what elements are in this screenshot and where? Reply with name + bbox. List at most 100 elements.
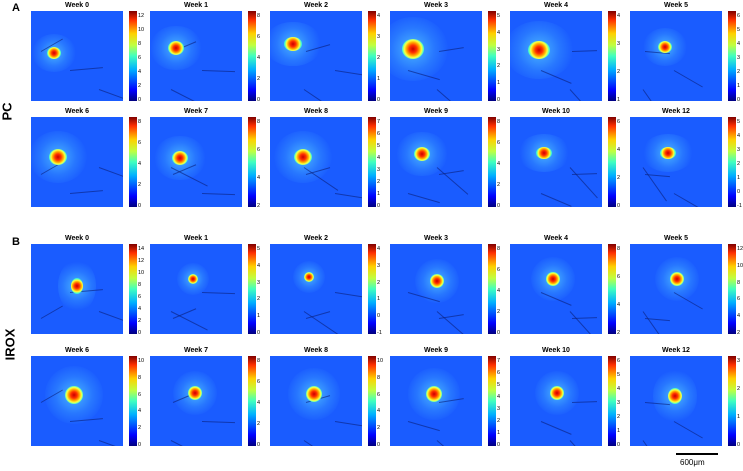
colorbar-tick-label: 2 xyxy=(497,309,501,315)
colorbar-tick-label: 2 xyxy=(138,318,142,324)
vessel-line xyxy=(303,89,339,101)
colorbar-tick-label: 4 xyxy=(257,175,261,181)
colorbar-tick-label: 4 xyxy=(497,394,501,400)
colorbar-tick-label: 6 xyxy=(497,267,501,273)
vessel-line xyxy=(436,440,469,446)
colorbar-tick-label: 6 xyxy=(257,34,261,40)
colorbar-tick-label: 2 xyxy=(617,330,621,336)
colorbar xyxy=(248,356,256,446)
vessel-line xyxy=(201,193,235,196)
heatmap-hotspot xyxy=(304,272,314,282)
heatmap-image xyxy=(31,244,123,334)
vessel-line xyxy=(642,167,667,202)
heatmap-tile: Week 12 3 2 1 0 xyxy=(630,347,743,462)
colorbar-tick-label: 3 xyxy=(737,55,741,61)
heatmap-image xyxy=(630,117,722,207)
heatmap-tile: Week 3 5 4 3 2 1 0 xyxy=(390,2,507,117)
colorbar-tick-label: 8 xyxy=(138,282,142,288)
colorbar-tick-label: 2 xyxy=(737,330,741,336)
heatmap-image xyxy=(270,11,362,101)
colorbar-tick-label: 6 xyxy=(377,391,381,398)
colorbar-tick-label: 2 xyxy=(377,55,381,61)
colorbar-tick-label: 1 xyxy=(377,296,381,303)
tile-title: Week 1 xyxy=(184,2,208,9)
colorbar-tick-label: 6 xyxy=(138,391,142,398)
colorbar-tick-label: 5 xyxy=(377,143,381,149)
vessel-line xyxy=(571,401,598,403)
colorbar-tick-label: 10 xyxy=(138,270,145,276)
colorbar-tick-label: 1 xyxy=(497,430,501,436)
colorbar-ticks: 14 12 10 8 6 4 2 0 xyxy=(138,244,150,336)
colorbar-tick-label: 5 xyxy=(737,27,741,33)
colorbar-tick-label: 2 xyxy=(257,76,261,82)
colorbar-tick-label: 4 xyxy=(377,13,381,19)
colorbar-tick-label: 8 xyxy=(497,246,501,252)
colorbar-ticks: 4 3 2 1 0 xyxy=(377,11,389,103)
colorbar-tick-label: 0 xyxy=(138,97,142,103)
colorbar-tick-label: 12 xyxy=(737,246,743,252)
colorbar-tick-label: 7 xyxy=(377,119,381,125)
colorbar-tick-label: 0 xyxy=(257,442,261,448)
vessel-line xyxy=(407,421,440,432)
colorbar-ticks: 10 8 6 4 2 0 xyxy=(138,356,150,448)
colorbar-tick-label: 4 xyxy=(497,161,501,167)
colorbar xyxy=(129,244,137,334)
colorbar-ticks: 5 4 3 2 1 0 xyxy=(497,11,509,103)
colorbar-tick-label: 5 xyxy=(257,246,261,252)
tile-title: Week 3 xyxy=(424,235,448,242)
tile-title: Week 9 xyxy=(424,347,448,354)
heatmap-image xyxy=(150,244,242,334)
colorbar-ticks: 8 6 4 2 xyxy=(257,117,269,209)
colorbar-tick-label: 5 xyxy=(497,382,501,388)
heatmap-tile: Week 2 4 3 2 1 0 -1 xyxy=(270,235,387,350)
vessel-line xyxy=(673,70,703,88)
colorbar xyxy=(368,356,376,446)
colorbar-tick-label: 4 xyxy=(497,288,501,294)
panel-letter-b: B xyxy=(12,236,20,248)
colorbar-tick-label: 6 xyxy=(138,140,142,146)
colorbar-ticks: 4 3 2 1 0 -1 xyxy=(377,244,389,336)
colorbar-ticks: 8 6 4 2 0 xyxy=(257,356,269,448)
colorbar-tick-label: 2 xyxy=(138,182,142,188)
colorbar-tick-label: 1 xyxy=(737,414,741,420)
colorbar-tick-label: 1 xyxy=(497,80,501,87)
vessel-line xyxy=(569,311,598,334)
vessel-line xyxy=(540,193,572,207)
vessel-line xyxy=(40,305,63,319)
heatmap-hotspot xyxy=(188,274,198,284)
colorbar xyxy=(608,356,616,446)
heatmap-hotspot xyxy=(294,149,312,165)
colorbar-ticks: 4 3 2 1 xyxy=(617,11,629,103)
vessel-line xyxy=(642,311,667,334)
colorbar-tick-label: 3 xyxy=(257,279,261,286)
vessel-line xyxy=(334,70,362,77)
colorbar xyxy=(488,244,496,334)
vessel-line xyxy=(673,421,703,439)
colorbar-tick-label: 4 xyxy=(377,408,381,415)
colorbar-ticks: 6 4 2 0 xyxy=(617,117,629,209)
heatmap-hotspot xyxy=(426,386,442,402)
colorbar-tick-label: 4 xyxy=(617,13,621,19)
colorbar-tick-label: 2 xyxy=(737,69,741,75)
heatmap-image xyxy=(270,117,362,207)
tile-title: Week 7 xyxy=(184,108,208,115)
heatmap-hotspot xyxy=(284,37,302,51)
tile-title: Week 8 xyxy=(304,347,328,354)
heatmap-tile: Week 5 12 10 8 6 4 2 xyxy=(630,235,743,350)
colorbar xyxy=(488,356,496,446)
tile-title: Week 5 xyxy=(664,2,688,9)
colorbar-tick-label: 4 xyxy=(257,400,261,406)
heatmap-tile: Week 2 4 3 2 1 0 xyxy=(270,2,387,117)
group-label-pc: PC xyxy=(0,102,15,121)
colorbar-tick-label: 6 xyxy=(377,131,381,137)
heatmap-image xyxy=(390,11,482,101)
colorbar xyxy=(728,11,736,101)
vessel-line xyxy=(642,89,667,101)
colorbar xyxy=(488,117,496,207)
heatmap-image xyxy=(510,11,602,101)
heatmap-tile: Week 1 5 4 3 2 1 0 xyxy=(150,235,267,350)
vessel-line xyxy=(407,193,440,204)
colorbar-tick-label: 1 xyxy=(377,191,381,197)
heatmap-tile: Week 4 4 3 2 1 xyxy=(510,2,627,117)
heatmap-tile: Week 7 8 6 4 2 0 xyxy=(150,347,267,462)
